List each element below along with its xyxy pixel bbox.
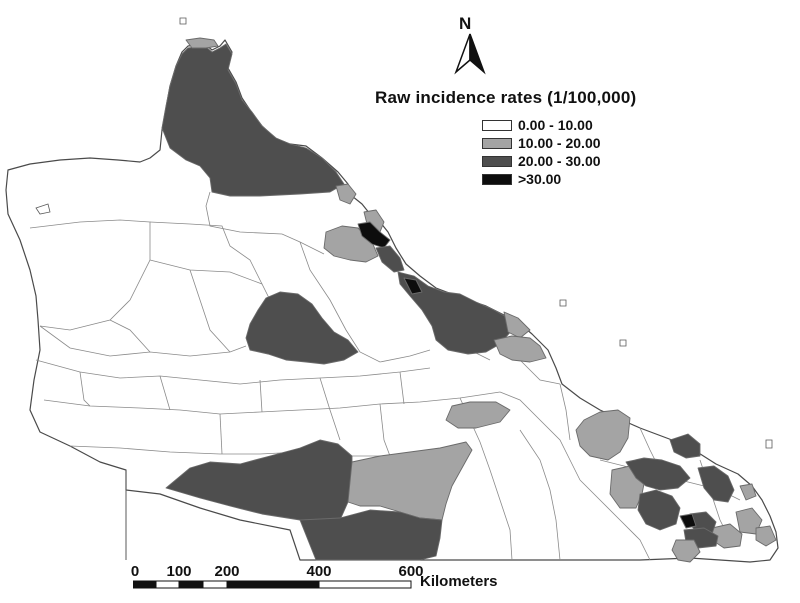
north-arrow-label: N — [459, 14, 472, 33]
legend-label: >30.00 — [518, 171, 562, 187]
district-brisbane-gray — [735, 507, 763, 535]
legend-swatch — [482, 155, 512, 167]
coastal-islets — [35, 17, 773, 449]
legend-row: 20.00 - 30.00 — [482, 152, 775, 170]
district-coastal-north — [335, 183, 357, 205]
district-mackay-gray — [503, 311, 531, 339]
district-central-highlands — [445, 401, 511, 429]
scale-tick-label: 0 — [130, 563, 140, 580]
legend-title: Raw incidence rates (1/100,000) — [375, 88, 637, 107]
district-hervey-bay — [669, 433, 701, 459]
district-balonne — [299, 509, 443, 561]
legend-label: 0.00 - 10.00 — [518, 117, 593, 133]
district-gympie — [697, 465, 735, 503]
district-burnett — [575, 409, 631, 461]
district-toowoomba — [637, 489, 681, 531]
legend-label: 10.00 - 20.00 — [518, 135, 601, 151]
district-cape-tip — [185, 37, 219, 49]
legend-swatch — [482, 119, 512, 131]
legend-row: 10.00 - 20.00 — [482, 134, 775, 152]
district-cape-york — [161, 43, 345, 197]
legend-swatch — [482, 137, 512, 149]
district-cairns-south — [375, 245, 405, 273]
legend-label: 20.00 - 30.00 — [518, 153, 601, 169]
scale-tick-label: 100 — [166, 563, 192, 580]
scale-unit-label: Kilometers — [420, 573, 498, 590]
district-cairns — [357, 221, 391, 249]
legend-row: >30.00 — [482, 170, 775, 188]
district-maranoa — [347, 441, 473, 521]
scale-tick-label: 200 — [214, 563, 240, 580]
district-townsville-black — [403, 277, 423, 295]
district-gold-coast-gray — [755, 525, 777, 547]
district-southern-downs-gray — [671, 539, 701, 563]
legend: Raw incidence rates (1/100,000) 0.00 - 1… — [375, 88, 775, 188]
district-darling-downs — [625, 457, 691, 491]
district-central-west — [245, 291, 359, 365]
scale-tick-label: 600 — [398, 563, 424, 580]
district-mackay — [493, 335, 547, 363]
district-fill-layer — [161, 37, 777, 563]
north-arrow-icon — [454, 33, 486, 75]
legend-rows: 0.00 - 10.00 10.00 - 20.00 20.00 - 30.00… — [375, 116, 775, 188]
scale-bar: 0 100 200 400 600 Kilometers — [130, 563, 498, 603]
scale-tick-label: 400 — [306, 563, 332, 580]
district-sunshine-coast-gray — [739, 483, 757, 501]
district-south-west — [165, 439, 353, 521]
scale-bar-graphic — [133, 580, 412, 589]
district-ipswich-black — [679, 513, 697, 529]
legend-row: 0.00 - 10.00 — [482, 116, 775, 134]
legend-swatch — [482, 173, 512, 185]
